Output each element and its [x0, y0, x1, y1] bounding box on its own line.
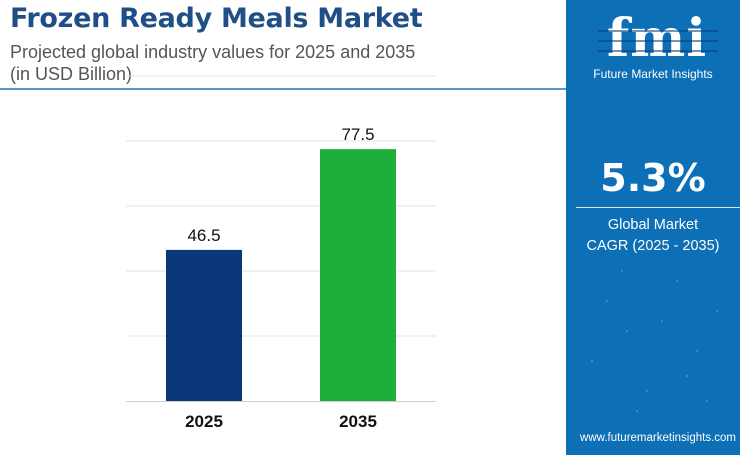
cagr-divider	[576, 207, 740, 208]
x-tick-label-2025: 2025	[185, 412, 223, 431]
logo-stripe	[598, 50, 718, 52]
data-label-2025: 46.5	[187, 226, 220, 245]
page-subtitle: Projected global industry values for 202…	[10, 41, 415, 85]
logo-stripe	[598, 40, 718, 42]
texture-speck	[621, 270, 623, 272]
texture-speck	[606, 300, 608, 302]
website-link[interactable]: www.futuremarketinsights.com	[580, 432, 736, 444]
cagr-label-line-2: CAGR (2025 - 2035)	[586, 238, 720, 254]
texture-speck	[626, 330, 628, 332]
texture-speck	[661, 320, 663, 322]
chart-area: Frozen Ready Meals Market Projected glob…	[0, 3, 566, 431]
page-title: Frozen Ready Meals Market	[10, 3, 423, 34]
bar-2035	[320, 149, 396, 401]
texture-speck	[686, 375, 688, 377]
sidebar-panel: fmi Future Market Insights 5.3% Global M…	[566, 0, 740, 455]
header-divider	[0, 88, 566, 90]
texture-speck	[646, 390, 648, 392]
texture-speck	[706, 400, 708, 402]
cagr-label-line-1: Global Market	[607, 217, 699, 233]
texture-speck	[676, 280, 678, 282]
logo-text: fmi	[606, 8, 708, 69]
texture-speck	[591, 360, 593, 362]
texture-speck	[696, 350, 698, 352]
bar-chart: 46.5 2025 77.5 2035	[126, 75, 436, 431]
x-tick-label-2035: 2035	[339, 412, 377, 431]
logo-stripe	[598, 30, 718, 32]
texture-speck	[716, 310, 718, 312]
subtitle-line-2: (in USD Billion)	[10, 64, 133, 84]
data-label-2035: 77.5	[341, 125, 374, 144]
subtitle-line-1: Projected global industry values for 202…	[10, 42, 416, 62]
cagr-value: 5.3%	[600, 156, 706, 200]
fmi-logo: fmi	[592, 4, 722, 84]
bar-2025	[166, 249, 242, 401]
brand-name: Future Market Insights	[593, 67, 713, 81]
cagr-label: Global Market CAGR (2025 - 2035)	[566, 215, 740, 257]
texture-speck	[636, 410, 638, 412]
